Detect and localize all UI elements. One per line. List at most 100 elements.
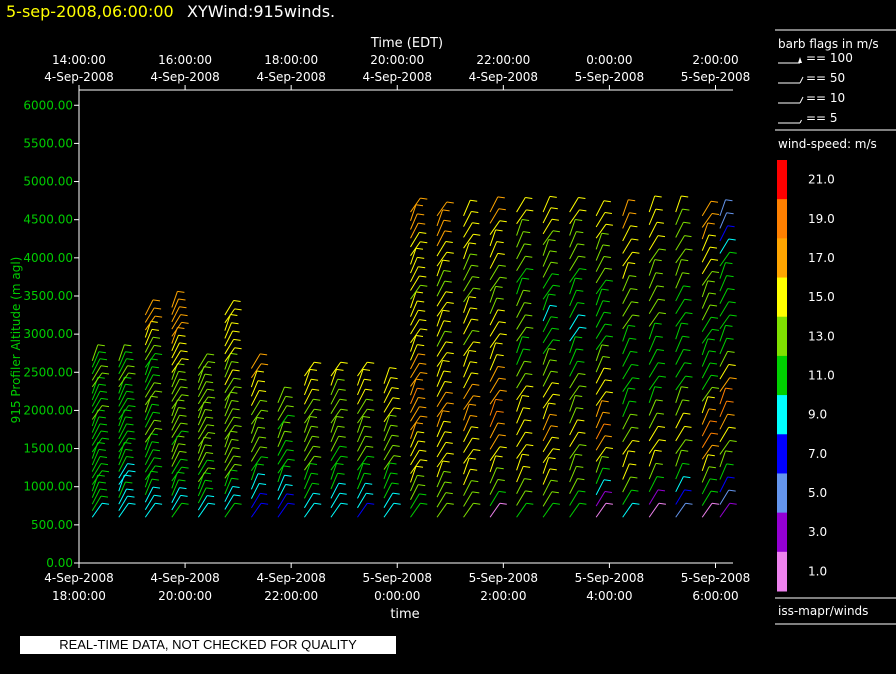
wind-barb (701, 201, 712, 217)
wind-barb (622, 440, 633, 455)
wind-barb (118, 423, 127, 440)
wind-barb-flag (604, 267, 612, 270)
wind-barb-flag (230, 430, 238, 433)
wind-barb (118, 470, 129, 485)
wind-barb-flag (208, 502, 216, 505)
wind-barb-flag (178, 298, 186, 301)
wind-barb (171, 479, 179, 496)
wind-barb (489, 309, 499, 326)
wind-barb (224, 416, 235, 432)
wind-barb-flag (207, 459, 215, 462)
wind-barb-flag (631, 301, 639, 304)
wind-barb-flag (524, 302, 532, 305)
wind-barb (410, 291, 417, 309)
wind-barb (357, 361, 368, 377)
wind-barb-flag (233, 377, 241, 380)
wind-barb-flag (497, 252, 505, 255)
wind-barb (144, 366, 153, 383)
wind-barb-flag (469, 242, 477, 245)
wind-barb-flag (469, 296, 477, 299)
wind-barb-flag (656, 412, 664, 415)
colorbar-swatch (777, 160, 787, 200)
wind-barb (91, 437, 103, 453)
wind-barb-flag (709, 362, 718, 365)
wind-barb (648, 322, 656, 340)
wind-barb-flag (526, 502, 534, 505)
wind-barb (516, 290, 524, 307)
wind-barb-flag (548, 239, 556, 242)
wind-barb-flag (443, 270, 451, 272)
wind-barb (622, 338, 630, 355)
wind-barb (277, 459, 289, 474)
wind-barb (224, 339, 235, 355)
wind-barb (410, 353, 419, 370)
wind-barb-flag (725, 324, 733, 327)
wind-barb (675, 235, 685, 251)
wind-barb (675, 195, 682, 213)
wind-barb (144, 353, 156, 368)
wind-barb-flag (180, 350, 188, 353)
wind-barb-flag (575, 395, 583, 397)
colorbar-label: 3.0 (808, 525, 827, 539)
wind-barb (410, 388, 418, 405)
wind-barb (675, 312, 686, 327)
wind-barb (675, 248, 686, 264)
wind-barb-flag (579, 502, 587, 505)
wind-barb-flag (181, 394, 189, 397)
wind-barb (719, 364, 730, 380)
wind-barb (330, 435, 340, 452)
wind-barb (171, 291, 178, 308)
wind-barb-flag (469, 403, 477, 406)
wind-barb-flag (522, 336, 530, 339)
wind-barb-flag (445, 241, 453, 243)
colorbar-label: 1.0 (808, 564, 827, 578)
wind-barb-flag (709, 420, 718, 423)
wind-barb-flag (338, 388, 346, 391)
wind-barb (489, 467, 498, 484)
x-tick-time: 6:00:00 (692, 589, 738, 603)
wind-barb-flag (549, 468, 557, 471)
wind-barb-flag (552, 448, 560, 451)
wind-barb (622, 238, 632, 254)
wind-barb (436, 251, 448, 267)
wind-barb (595, 288, 603, 306)
wind-barb (542, 457, 550, 474)
wind-barb (410, 213, 418, 230)
wind-barb (463, 503, 474, 518)
wind-barb (91, 463, 102, 479)
wind-barb (250, 493, 261, 509)
wind-barb (622, 450, 629, 468)
wind-barb (436, 302, 448, 317)
wind-barb (303, 463, 311, 480)
wind-barb-flag (655, 208, 663, 211)
wind-barb (569, 336, 576, 354)
wind-barb-flag (469, 350, 477, 352)
wind-barb-flag (631, 238, 639, 241)
top-tick-time: 2:00:00 (692, 53, 738, 67)
wind-barb-flag (654, 322, 662, 325)
wind-barb (569, 197, 579, 213)
wind-barb-flag (206, 487, 214, 490)
y-tick-label: 1500.00 (23, 442, 73, 456)
header-datetime: 5-sep-2008,06:00:00 (6, 2, 174, 21)
wind-barb-flag (231, 477, 239, 480)
wind-barb-flag (232, 369, 240, 372)
wind-barb (622, 463, 630, 480)
wind-barb-flag (710, 490, 719, 493)
wind-profile (719, 199, 737, 518)
wind-barb (675, 375, 686, 391)
wind-barb (701, 234, 710, 251)
wind-barb-flag (471, 211, 479, 213)
wind-barb-flag (443, 370, 451, 373)
wind-barb-flag (682, 208, 690, 211)
wind-barb (224, 503, 236, 518)
wind-barb-flag (445, 291, 453, 294)
wind-barb-flag (155, 502, 163, 505)
wind-barb-flag (630, 476, 638, 479)
x-tick-time: 20:00:00 (158, 589, 212, 603)
wind-barb (701, 329, 713, 344)
wind-barb (675, 259, 682, 276)
wind-barb (648, 375, 660, 391)
source-label: iss-mapr/winds (778, 604, 868, 618)
wind-barb (516, 490, 526, 506)
